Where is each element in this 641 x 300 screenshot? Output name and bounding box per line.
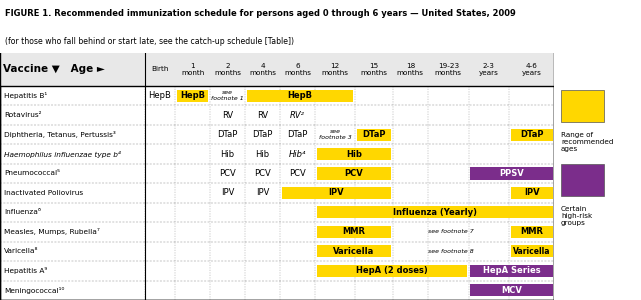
- Text: Pneumococcal⁵: Pneumococcal⁵: [4, 170, 60, 176]
- Bar: [282, 187, 391, 199]
- Text: Certain
high-risk
groups: Certain high-risk groups: [561, 206, 592, 226]
- Bar: [247, 90, 353, 102]
- Text: MCV: MCV: [501, 286, 522, 295]
- Bar: [470, 284, 553, 296]
- Bar: [470, 265, 553, 277]
- Text: PCV: PCV: [254, 169, 271, 178]
- Text: Varicella⁸: Varicella⁸: [4, 248, 38, 254]
- Text: 15
months: 15 months: [360, 63, 387, 76]
- Text: DTaP: DTaP: [253, 130, 273, 139]
- Text: Inactivated Poliovirus: Inactivated Poliovirus: [4, 190, 83, 196]
- Text: Rotavirus²: Rotavirus²: [4, 112, 42, 118]
- Text: (for those who fall behind or start late, see the catch-up schedule [Table]): (for those who fall behind or start late…: [5, 37, 294, 46]
- Text: see
footnote 1: see footnote 1: [212, 90, 244, 101]
- Text: Range of
recommended
ages: Range of recommended ages: [561, 132, 613, 152]
- Bar: [356, 128, 391, 141]
- Text: 2
months: 2 months: [214, 63, 241, 76]
- Text: Hib: Hib: [221, 149, 235, 158]
- Bar: [561, 164, 604, 196]
- Text: MMR: MMR: [520, 227, 543, 236]
- Text: 18
months: 18 months: [397, 63, 424, 76]
- Bar: [470, 167, 553, 179]
- Bar: [511, 128, 553, 141]
- Text: 4
months: 4 months: [249, 63, 276, 76]
- Text: IPV: IPV: [256, 188, 269, 197]
- Bar: [317, 226, 391, 238]
- Text: RV: RV: [222, 111, 233, 120]
- Text: HepB: HepB: [149, 91, 171, 100]
- Text: DTaP: DTaP: [362, 130, 386, 139]
- Text: PCV: PCV: [289, 169, 306, 178]
- Text: Varicella: Varicella: [333, 247, 374, 256]
- Text: 2-3
years: 2-3 years: [479, 63, 499, 76]
- Text: HepA (2 doses): HepA (2 doses): [356, 266, 428, 275]
- Text: IPV: IPV: [524, 188, 540, 197]
- Text: Influenza (Yearly): Influenza (Yearly): [393, 208, 477, 217]
- Text: Varicella: Varicella: [513, 247, 551, 256]
- Bar: [317, 265, 467, 277]
- Text: 6
months: 6 months: [284, 63, 311, 76]
- Text: HepB: HepB: [288, 91, 313, 100]
- Bar: [317, 206, 553, 218]
- Text: MMR: MMR: [342, 227, 365, 236]
- Text: Hepatitis A⁹: Hepatitis A⁹: [4, 267, 47, 274]
- Bar: [317, 167, 391, 179]
- Text: Diphtheria, Tetanus, Pertussis³: Diphtheria, Tetanus, Pertussis³: [4, 131, 116, 138]
- Text: IPV: IPV: [221, 188, 235, 197]
- Bar: [511, 226, 553, 238]
- Text: 19-23
months: 19-23 months: [435, 63, 462, 76]
- Text: HepA Series: HepA Series: [483, 266, 540, 275]
- Text: PCV: PCV: [345, 169, 363, 178]
- Text: HepB: HepB: [180, 91, 205, 100]
- Text: 1
month: 1 month: [181, 63, 204, 76]
- Text: RV²: RV²: [290, 111, 305, 120]
- Text: see footnote 8: see footnote 8: [428, 249, 474, 254]
- Text: 4-6
years: 4-6 years: [522, 63, 542, 76]
- Text: PCV: PCV: [219, 169, 236, 178]
- Text: see footnote 7: see footnote 7: [428, 230, 474, 234]
- Text: Haemophilus influenzae type b⁴: Haemophilus influenzae type b⁴: [4, 151, 121, 158]
- Text: Influenza⁶: Influenza⁶: [4, 209, 41, 215]
- Bar: [561, 90, 604, 122]
- Text: Hib⁴: Hib⁴: [289, 149, 306, 158]
- Text: DTaP: DTaP: [520, 130, 544, 139]
- Bar: [317, 245, 391, 257]
- Text: Meningococcal¹⁰: Meningococcal¹⁰: [4, 287, 64, 294]
- Text: Measles, Mumps, Rubella⁷: Measles, Mumps, Rubella⁷: [4, 228, 100, 236]
- Text: Hib: Hib: [346, 149, 362, 158]
- Bar: [177, 90, 208, 102]
- Text: Birth: Birth: [151, 66, 169, 72]
- Text: Hib: Hib: [256, 149, 270, 158]
- Bar: [511, 245, 553, 257]
- Text: FIGURE 1. Recommended immunization schedule for persons aged 0 through 6 years —: FIGURE 1. Recommended immunization sched…: [5, 9, 516, 18]
- Text: Hepatitis B¹: Hepatitis B¹: [4, 92, 47, 99]
- Text: RV: RV: [257, 111, 268, 120]
- Bar: [0, 52, 554, 86]
- Bar: [511, 187, 553, 199]
- Text: 12
months: 12 months: [322, 63, 349, 76]
- Text: PPSV: PPSV: [499, 169, 524, 178]
- Text: DTaP: DTaP: [287, 130, 308, 139]
- Text: see
footnote 3: see footnote 3: [319, 129, 351, 140]
- Bar: [317, 148, 391, 160]
- Text: Vaccine ▼   Age ►: Vaccine ▼ Age ►: [3, 64, 105, 74]
- Text: DTaP: DTaP: [217, 130, 238, 139]
- Text: IPV: IPV: [329, 188, 344, 197]
